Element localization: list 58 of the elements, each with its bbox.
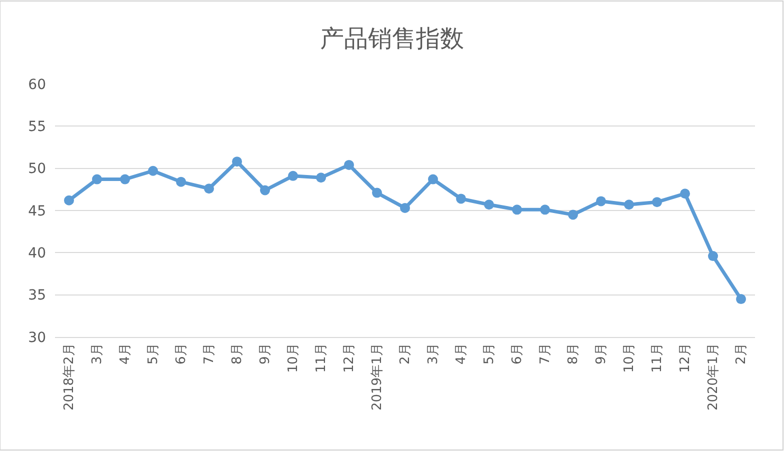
x-tick-label: 9月 — [258, 343, 274, 364]
y-tick-label: 35 — [28, 288, 46, 304]
point — [624, 200, 634, 210]
point — [596, 196, 606, 206]
point — [540, 204, 550, 215]
x-tick-label: 2018年2月 — [62, 343, 78, 411]
x-tick-label: 8月 — [230, 343, 246, 364]
x-tick-label: 7月 — [538, 343, 554, 364]
point — [428, 174, 438, 184]
point — [148, 166, 158, 176]
point — [708, 251, 718, 262]
x-tick-label: 3月 — [90, 343, 106, 364]
x-tick-label: 7月 — [202, 343, 218, 364]
x-tick-label: 4月 — [454, 343, 470, 364]
point — [232, 156, 242, 167]
point — [260, 185, 270, 196]
x-tick-label: 10月 — [622, 343, 638, 373]
chart-title: 产品销售指数 — [320, 24, 464, 53]
x-tick-label: 8月 — [566, 343, 582, 364]
x-tick-label: 3月 — [426, 343, 442, 364]
x-tick-label: 2月 — [398, 343, 414, 364]
x-tick-label: 2020年1月 — [706, 343, 722, 411]
point — [372, 188, 382, 198]
point — [736, 294, 746, 304]
x-tick-label: 11月 — [650, 343, 666, 373]
point — [316, 172, 326, 183]
point — [288, 170, 298, 181]
point — [344, 160, 354, 170]
x-tick-label: 5月 — [146, 343, 162, 364]
point — [484, 200, 494, 210]
x-tick-label: 6月 — [174, 343, 190, 364]
point — [568, 210, 578, 220]
y-tick-label: 55 — [28, 119, 46, 136]
x-tick-label: 2月 — [734, 343, 750, 364]
x-tick-label: 4月 — [118, 343, 134, 364]
x-tick-label: 5月 — [482, 343, 498, 364]
point — [456, 194, 466, 204]
x-tick-label: 10月 — [286, 343, 302, 373]
point — [64, 195, 74, 206]
point — [652, 197, 662, 208]
y-tick-label: 60 — [28, 76, 46, 93]
x-tick-label: 6月 — [510, 343, 526, 364]
point — [680, 188, 690, 199]
y-tick-label: 50 — [28, 161, 46, 178]
y-tick-label: 40 — [28, 246, 46, 262]
y-tick-label: 45 — [28, 203, 46, 220]
point — [204, 184, 214, 194]
point — [176, 176, 186, 187]
x-tick-label: 9月 — [594, 343, 610, 364]
x-tick-label: 11月 — [314, 343, 330, 373]
y-tick-label: 30 — [28, 330, 46, 346]
point — [400, 202, 410, 213]
x-tick-label: 2019年1月 — [370, 343, 386, 411]
x-tick-label: 12月 — [342, 343, 358, 373]
x-tick-label: 12月 — [678, 343, 694, 373]
point — [120, 174, 130, 184]
point — [512, 204, 522, 215]
point — [92, 174, 102, 184]
